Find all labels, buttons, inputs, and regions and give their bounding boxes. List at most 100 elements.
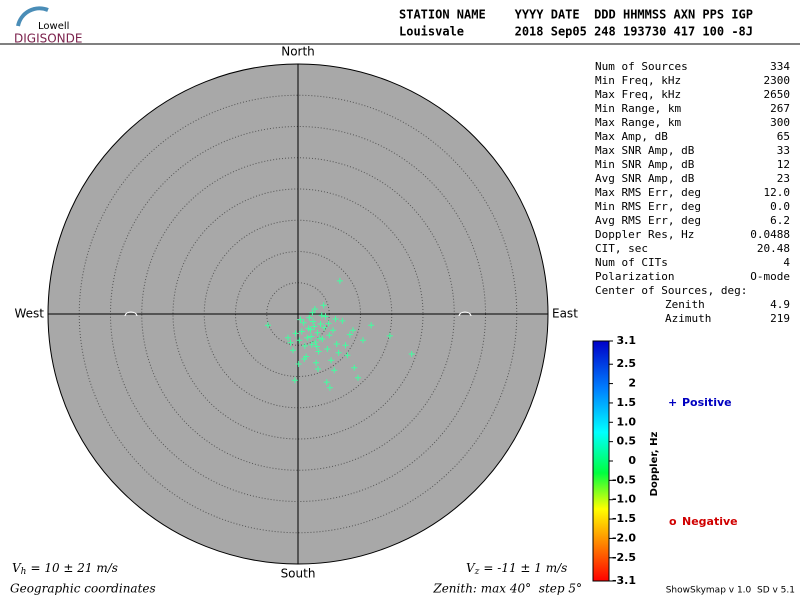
stat-label: Min Range, km [595,102,681,115]
colorbar-tick-label: -0.5 [612,473,636,486]
source-point [321,324,328,331]
source-point [265,322,271,329]
stat-value: 334 [770,60,790,73]
colorbar-tick-label: 0.5 [617,435,637,448]
stat-label: Num of CITs [595,256,668,269]
stat-label: Num of Sources [595,60,688,73]
center-title: Center of Sources, deg: [595,284,747,297]
source-point [311,306,318,312]
source-point [331,367,338,374]
header-line: Louisvale 2018 Sep05 248 193730 417 100 … [399,25,753,39]
logo-top: Lowell [38,21,69,32]
source-point [311,323,318,330]
stat-label: Min RMS Err, deg [595,200,701,213]
source-point [309,309,316,316]
stat-label: Polarization [595,270,674,283]
source-point [360,337,366,344]
source-point [350,327,356,334]
vz: Vz = -11 ± 1 m/s [466,561,567,577]
source-point [313,359,320,366]
stat-value: 33 [777,144,790,157]
header-line: STATION NAME YYYY DATE DDD HHMMSS AXN PP… [399,8,753,22]
stat-value: O-mode [750,270,790,283]
west-label: West [14,307,44,321]
stat-value: 2650 [764,88,791,101]
source-point [408,351,415,357]
stat-label: Max Amp, dB [595,130,668,143]
source-point [333,341,340,347]
source-point [344,352,351,359]
source-point [336,277,343,284]
stat-label: Avg SNR Amp, dB [595,172,695,185]
stat-value: 0.0 [770,200,790,213]
source-point [301,342,308,349]
source-point [298,328,305,335]
stat-value: 0.0488 [750,228,790,241]
source-point [308,333,315,340]
source-point [317,321,324,327]
coords: Geographic coordinates [10,582,156,596]
stat-label: Max Range, km [595,116,681,129]
zenith-note: Zenith: max 40° step 5° [432,582,582,596]
colorbar-label: Doppler, Hz [649,432,660,497]
stat-value: 4 [783,256,790,269]
source-point [320,302,327,309]
colorbar-tick-label: 1.5 [617,396,637,409]
source-point [314,329,321,336]
source-point [322,313,329,320]
source-point [295,361,302,367]
source-point [315,366,321,372]
source-point [328,357,335,364]
source-point [332,316,339,322]
colorbar-tick-label: -1.5 [612,512,636,525]
source-point [305,325,312,332]
stat-label: Max RMS Err, deg [595,186,701,199]
colorbar-tick-label: -2.5 [612,551,636,564]
source-point [326,384,333,391]
source-point [330,327,336,334]
source-point [325,320,332,327]
stat-label: Doppler Res, Hz [595,228,694,241]
stat-value: 2300 [764,74,791,87]
source-point [335,349,342,356]
colorbar-tick-label: 3.1 [617,334,637,347]
source-point [312,339,319,346]
stat-value: 300 [770,116,790,129]
source-point [318,312,325,319]
source-point [324,346,331,352]
source-point [342,342,349,349]
source-point [297,316,304,323]
source-point [300,319,307,326]
stat-label: Avg RMS Err, deg [595,214,701,227]
stat-label: CIT, sec [595,242,648,255]
source-point [306,314,313,321]
stat-value: 12.0 [764,186,791,199]
source-point [316,335,323,342]
legend-negative: Negative [682,515,738,528]
source-point [326,332,333,339]
source-point [285,334,291,341]
south-label: South [281,567,316,581]
source-point [386,332,393,339]
colorbar-tick-label: 2 [628,377,636,390]
colorbar [592,340,610,582]
source-point [310,318,316,325]
colorbar-tick-label: 2.5 [617,357,637,370]
vh: Vh = 10 ± 21 m/s [12,561,118,577]
colorbar-tick-label: -2.0 [612,531,636,544]
stat-label: Max Freq, kHz [595,88,681,101]
logo-arc [16,6,49,27]
stat-label: Min Freq, kHz [595,74,681,87]
stat-value: 12 [777,158,790,171]
horizon-marks [124,311,472,317]
legend-positive: Positive [682,396,732,409]
stat-label: Max SNR Amp, dB [595,144,695,157]
stat-value: 65 [777,130,790,143]
center-label: Zenith [665,298,705,311]
logo-bottom: DIGISONDE [14,32,82,46]
source-point [304,334,311,341]
source-point [287,339,294,346]
stat-value: 20.48 [757,242,790,255]
source-point [292,330,299,337]
